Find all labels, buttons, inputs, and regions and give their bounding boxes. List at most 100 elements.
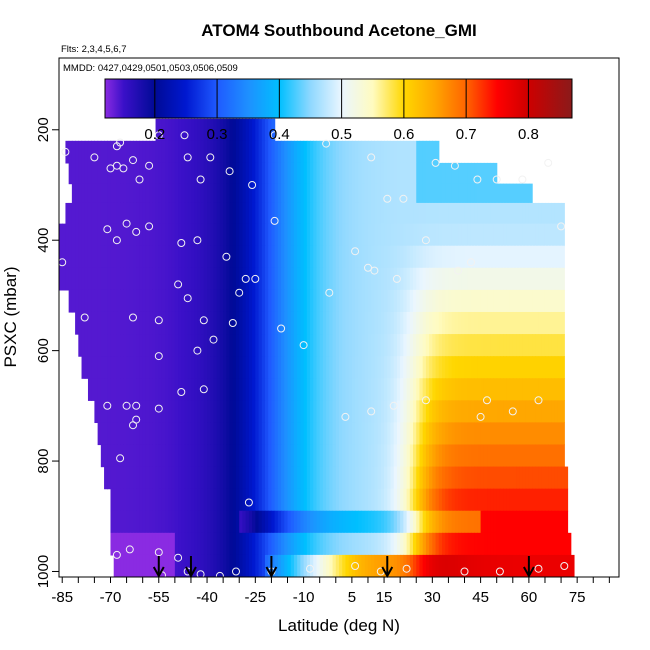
heatmap-cell xyxy=(448,510,453,534)
heatmap-cell xyxy=(458,183,462,204)
heatmap-cell xyxy=(71,183,76,204)
heatmap-cell xyxy=(441,444,446,468)
heatmap-cell xyxy=(319,510,324,534)
heatmap-cell xyxy=(355,311,359,335)
heatmap-cell xyxy=(445,532,450,556)
heatmap-cell xyxy=(264,183,269,204)
heatmap-cell xyxy=(297,356,301,379)
heatmap-cell xyxy=(538,488,543,512)
heatmap-cell xyxy=(136,267,141,291)
heatmap-cell xyxy=(451,466,456,490)
heatmap-cell xyxy=(544,554,549,577)
heatmap-cell xyxy=(223,378,227,401)
heatmap-cell xyxy=(313,422,318,446)
heatmap-cell xyxy=(181,532,186,556)
heatmap-cell xyxy=(557,202,562,225)
heatmap-cell xyxy=(100,289,105,313)
heatmap-cell xyxy=(512,202,517,225)
heatmap-cell xyxy=(335,378,340,401)
heatmap-cell xyxy=(335,223,340,247)
heatmap-cell xyxy=(493,444,498,468)
heatmap-cell xyxy=(281,510,285,534)
heatmap-cell xyxy=(248,162,253,185)
profile-arrows xyxy=(152,556,535,579)
heatmap-cell xyxy=(120,400,124,424)
heatmap-cell xyxy=(380,378,385,401)
heatmap-cell xyxy=(110,162,115,185)
heatmap-cell xyxy=(329,510,334,534)
heatmap-cell xyxy=(303,466,308,490)
heatmap-cell xyxy=(329,223,334,247)
heatmap-cell xyxy=(197,311,202,335)
heatmap-cell xyxy=(161,162,166,185)
heatmap-cell xyxy=(174,378,179,401)
heatmap-cell xyxy=(248,422,253,446)
heatmap-cell xyxy=(94,202,99,225)
heatmap-cell xyxy=(290,311,295,335)
heatmap-cell xyxy=(416,140,421,164)
heatmap-cell xyxy=(470,289,475,313)
heatmap-cell xyxy=(487,245,491,269)
heatmap-cell xyxy=(374,162,379,185)
heatmap-cell xyxy=(541,554,546,577)
heatmap-cell xyxy=(245,422,250,446)
heatmap-cell xyxy=(165,140,170,164)
heatmap-cell xyxy=(300,334,305,357)
heatmap-cell xyxy=(139,245,144,269)
heatmap-cell xyxy=(396,223,401,247)
heatmap-cell xyxy=(261,202,266,225)
heatmap-cell xyxy=(226,444,231,468)
heatmap-cell xyxy=(438,510,443,534)
heatmap-cell xyxy=(145,267,150,291)
heatmap-cell xyxy=(187,223,192,247)
heatmap-cell xyxy=(454,202,459,225)
heatmap-cell xyxy=(216,334,221,357)
heatmap-cell xyxy=(461,466,466,490)
heatmap-cell xyxy=(496,400,501,424)
heatmap-cell xyxy=(226,532,231,556)
heatmap-cell xyxy=(107,311,112,335)
heatmap-cell xyxy=(261,554,266,577)
heatmap-cell xyxy=(142,488,147,512)
heatmap-cell xyxy=(464,466,469,490)
heatmap-cell xyxy=(136,444,141,468)
heatmap-cell xyxy=(268,140,273,164)
heatmap-cell xyxy=(512,267,517,291)
heatmap-cell xyxy=(136,488,141,512)
heatmap-cell xyxy=(339,140,343,164)
heatmap-cell xyxy=(422,444,427,468)
observation-point xyxy=(209,335,218,344)
heatmap-cell xyxy=(300,400,305,424)
heatmap-cell xyxy=(133,532,137,556)
heatmap-cell xyxy=(416,488,421,512)
heatmap-cell xyxy=(297,162,301,185)
heatmap-cell xyxy=(377,267,382,291)
colorbar-ticks: 0.2 0.3 0.4 0.5 0.6 0.7 0.8 xyxy=(144,79,539,143)
heatmap-cell xyxy=(226,356,231,379)
heatmap-cell xyxy=(345,202,350,225)
heatmap-cell xyxy=(229,334,234,357)
heatmap-cell xyxy=(274,444,279,468)
heatmap-cell xyxy=(499,466,504,490)
observation-point xyxy=(116,138,125,147)
heatmap-cell xyxy=(554,510,559,534)
heatmap-cell xyxy=(136,554,141,577)
heatmap-cell xyxy=(322,466,327,490)
heatmap-cell xyxy=(97,202,102,225)
heatmap-cell xyxy=(438,466,443,490)
heatmap-cell xyxy=(432,245,437,269)
heatmap-cell xyxy=(493,356,498,379)
heatmap-cell xyxy=(216,245,221,269)
heatmap-cell xyxy=(207,289,211,313)
plot-frame xyxy=(58,57,620,578)
heatmap-cell xyxy=(512,223,517,247)
heatmap-cell xyxy=(339,378,343,401)
heatmap-cell xyxy=(120,532,124,556)
heatmap-cell xyxy=(306,245,311,269)
heatmap-cell xyxy=(168,162,173,185)
heatmap-cell xyxy=(219,356,224,379)
heatmap-cell xyxy=(174,400,179,424)
heatmap-cell xyxy=(242,162,247,185)
heatmap-cell xyxy=(470,444,475,468)
heatmap-cell xyxy=(142,532,147,556)
